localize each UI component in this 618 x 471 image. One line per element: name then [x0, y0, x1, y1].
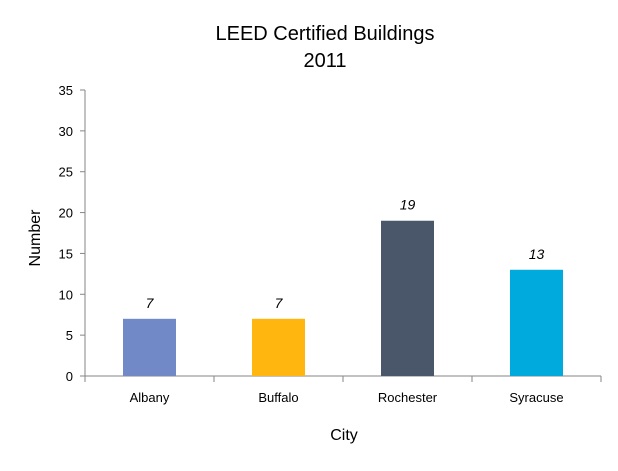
data-label: 13	[529, 246, 545, 262]
y-axis-label: Number	[27, 209, 44, 267]
bar-rochester	[381, 220, 434, 376]
bar-syracuse	[510, 269, 563, 376]
data-label: 7	[146, 295, 155, 311]
y-tick-label: 25	[59, 165, 73, 180]
y-tick-label: 30	[59, 124, 73, 139]
x-tick-label: Albany	[130, 390, 170, 405]
y-tick-label: 35	[59, 83, 73, 98]
x-tick-label: Rochester	[378, 390, 438, 405]
plot-area: 0 5 10 15 20 25 30 35 7 Albany 7 Buffalo 19 Rochester…	[59, 83, 602, 405]
x-tick-label: Syracuse	[509, 390, 563, 405]
chart-title: LEED Certified Buildings	[216, 23, 435, 45]
data-label: 7	[275, 295, 284, 311]
x-axis-label: City	[330, 427, 358, 444]
data-label: 19	[400, 197, 416, 213]
chart-subtitle: 2011	[303, 50, 346, 72]
bar-buffalo	[252, 318, 305, 376]
y-tick-label: 20	[59, 206, 73, 221]
y-tick-label: 15	[59, 246, 73, 261]
y-tick-label: 10	[59, 287, 73, 302]
y-tick-label: 5	[66, 328, 73, 343]
x-tick-label: Buffalo	[258, 390, 298, 405]
bar-albany	[123, 318, 176, 376]
y-tick-label: 0	[66, 369, 73, 384]
